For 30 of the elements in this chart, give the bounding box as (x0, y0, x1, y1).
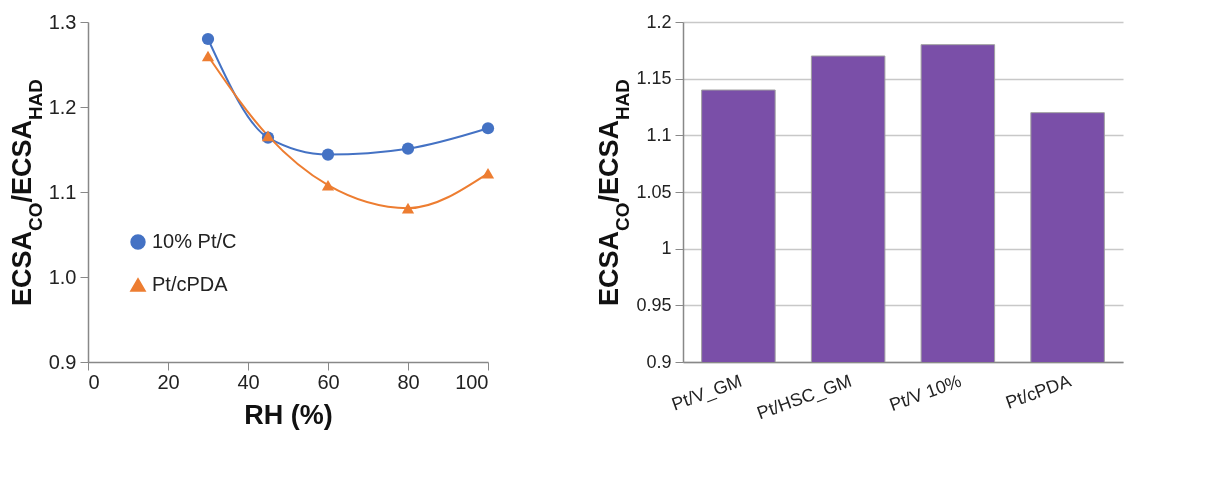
y-tick-label: 0.9 (48, 350, 77, 373)
point (201, 50, 215, 62)
y-tick-label: 0.9 (646, 351, 672, 372)
point (321, 179, 335, 191)
x-axis-title: RH (%) (244, 399, 333, 430)
point (201, 32, 215, 46)
x-tick-label: 0 (88, 370, 100, 393)
y-tick-label: 1.3 (48, 10, 77, 33)
point (481, 168, 495, 179)
point (401, 202, 415, 214)
y-tick-label: 1.1 (646, 124, 672, 145)
y-tick-label: 1 (661, 238, 672, 259)
y-tick-label: 1.1 (48, 180, 77, 203)
x-tick-label: 80 (397, 370, 420, 393)
point (401, 142, 415, 155)
x-tick-label: 100 (455, 370, 489, 393)
point (321, 148, 335, 161)
y-tick-label: 1.2 (48, 95, 77, 118)
x-tick-label: 40 (237, 370, 260, 393)
legend-label: Pt/cPDA (152, 273, 229, 295)
y-tick-label: 1.0 (48, 265, 77, 288)
y-tick-label: 0.95 (636, 294, 672, 315)
legend-label: 10% Pt/C (152, 230, 237, 252)
x-tick-label: 20 (157, 370, 180, 393)
point (481, 122, 495, 135)
y-tick-label: 1.2 (646, 11, 672, 32)
y-tick-label: 1.15 (636, 68, 672, 89)
y-tick-label: 1.05 (636, 181, 672, 202)
x-tick-label: Pt/V 10% (886, 370, 965, 416)
x-tick-label: 60 (317, 370, 340, 393)
